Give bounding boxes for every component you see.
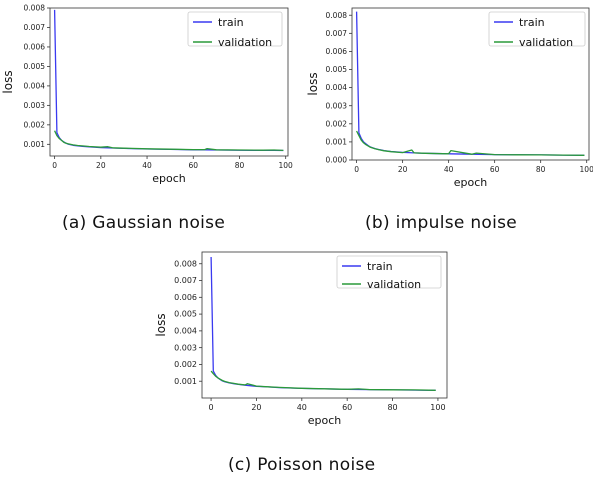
impulse-series-validation-line <box>356 130 585 156</box>
impulse-legend-label-validation: validation <box>519 36 573 49</box>
chart-impulse-noise: 0 20 40 60 80 100 0.000 0.001 0.002 0.003 0.004 0.0… <box>305 0 593 195</box>
impulse-x-tick-label: 60 <box>490 165 500 174</box>
gaussian-y-tick-label: 0.004 <box>24 81 46 90</box>
poisson-legend-label-validation: validation <box>367 278 421 291</box>
poisson-y-tick-label: 0.008 <box>174 259 197 268</box>
impulse-y-tick-label: 0.008 <box>326 11 348 20</box>
chart-poisson-noise: 0 20 40 60 80 100 0.001 0.002 0.003 0.004 0.005 0.0… <box>153 248 453 428</box>
poisson-y-tick-label: 0.006 <box>174 293 197 302</box>
gaussian-y-axis-label: loss <box>1 70 15 93</box>
poisson-y-tick-label: 0.007 <box>174 276 197 285</box>
impulse-x-tick-label: 100 <box>580 165 593 174</box>
gaussian-legend-box <box>187 11 283 47</box>
gaussian-x-tick-label: 80 <box>235 161 245 170</box>
impulse-y-tick-label: 0.001 <box>326 138 348 147</box>
caption-impulse-noise: (b) impulse noise <box>365 213 518 233</box>
impulse-x-tick-label: 80 <box>536 165 546 174</box>
impulse-y-tick-label: 0.006 <box>326 47 348 56</box>
poisson-x-tick-label: 100 <box>430 403 445 412</box>
poisson-y-axis-label: loss <box>154 313 168 336</box>
poisson-x-tick-label: 60 <box>342 403 352 412</box>
impulse-x-tick-label: 40 <box>444 165 454 174</box>
poisson-y-tick-label: 0.001 <box>174 377 197 386</box>
poisson-x-tick-label: 0 <box>209 403 214 412</box>
impulse-y-tick-label: 0.007 <box>326 29 348 38</box>
caption-poisson-noise: (c) Poisson noise <box>228 455 376 475</box>
gaussian-series-validation-line <box>54 130 284 152</box>
impulse-y-axis-label: loss <box>306 72 320 95</box>
impulse-x-tick-label: 0 <box>354 165 359 174</box>
impulse-y-tick-label: 0.000 <box>326 156 348 165</box>
chart-poisson-noise-svg: 0 20 40 60 80 100 0.001 0.002 0.003 0.004 0.005 0.0… <box>154 251 448 427</box>
impulse-y-tick-label: 0.004 <box>326 83 348 92</box>
gaussian-y-tick-label: 0.006 <box>24 43 46 52</box>
poisson-legend-label-train: train <box>367 260 393 273</box>
gaussian-x-tick-label: 20 <box>96 161 106 170</box>
chart-impulse-noise-svg: 0 20 40 60 80 100 0.000 0.001 0.002 0.003 0.004 0.0… <box>306 7 593 189</box>
poisson-y-tick-label: 0.004 <box>174 326 197 335</box>
gaussian-y-tick-label: 0.001 <box>24 140 46 149</box>
gaussian-y-tick-label: 0.002 <box>24 120 46 129</box>
gaussian-legend-label-train: train <box>218 16 244 29</box>
gaussian-x-tick-label: 40 <box>142 161 152 170</box>
impulse-x-tick-label: 20 <box>398 165 408 174</box>
poisson-legend-box <box>336 255 442 289</box>
poisson-x-tick-label: 20 <box>251 403 261 412</box>
impulse-y-tick-label: 0.003 <box>326 101 348 110</box>
impulse-legend-box <box>488 11 586 47</box>
gaussian-x-tick-label: 0 <box>52 161 57 170</box>
gaussian-y-tick-label: 0.008 <box>24 4 46 13</box>
poisson-y-tick-label: 0.002 <box>174 360 197 369</box>
chart-gaussian-noise-svg: 0 20 40 60 80 100 0.001 0.002 0.003 0.004 0.005 0.0… <box>1 4 293 185</box>
gaussian-y-tick-label: 0.007 <box>24 23 46 32</box>
poisson-y-tick-label: 0.005 <box>174 310 197 319</box>
chart-gaussian-noise: 0 20 40 60 80 100 0.001 0.002 0.003 0.004 0.005 0.0… <box>0 0 293 195</box>
impulse-x-axis-label: epoch <box>454 176 488 189</box>
caption-gaussian-noise: (a) Gaussian noise <box>62 213 226 233</box>
poisson-y-tick-label: 0.003 <box>174 343 197 352</box>
gaussian-y-tick-label: 0.003 <box>24 101 46 110</box>
gaussian-x-tick-label: 60 <box>188 161 198 170</box>
gaussian-legend-label-validation: validation <box>218 36 272 49</box>
gaussian-y-tick-label: 0.005 <box>24 62 46 71</box>
poisson-x-tick-label: 80 <box>387 403 397 412</box>
poisson-x-tick-label: 40 <box>297 403 307 412</box>
poisson-series-validation-line <box>210 370 436 391</box>
impulse-y-tick-label: 0.002 <box>326 119 348 128</box>
impulse-legend-label-train: train <box>519 16 545 29</box>
impulse-y-tick-label: 0.005 <box>326 65 348 74</box>
poisson-x-axis-label: epoch <box>308 414 342 427</box>
gaussian-x-axis-label: epoch <box>152 172 186 185</box>
gaussian-x-tick-label: 100 <box>279 161 294 170</box>
